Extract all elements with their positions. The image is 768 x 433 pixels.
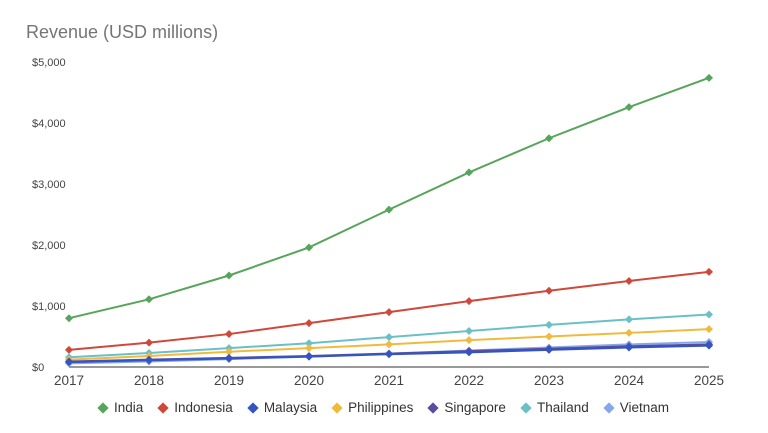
legend-item: Singapore	[427, 400, 506, 415]
legend-marker	[247, 401, 259, 414]
legend-marker	[331, 401, 343, 414]
x-tick-label: 2019	[214, 373, 244, 388]
legend-marker	[97, 401, 109, 414]
data-point	[65, 345, 73, 354]
legend-item: Vietnam	[603, 400, 670, 415]
data-point	[705, 73, 713, 82]
data-point	[625, 315, 633, 324]
data-point	[625, 103, 633, 112]
chart-title: Revenue (USD millions)	[26, 22, 219, 42]
data-point	[385, 340, 393, 349]
data-point	[65, 358, 73, 367]
legend: India Indonesia Malaysia Philippines Singapo…	[0, 400, 768, 415]
x-tick-label: 2025	[694, 373, 724, 388]
series-malaysia	[65, 341, 713, 367]
data-point	[625, 276, 633, 285]
data-point	[145, 295, 153, 304]
data-point	[545, 332, 553, 341]
legend-marker	[603, 401, 615, 414]
legend-item: Philippines	[331, 400, 414, 415]
data-point	[705, 325, 713, 334]
legend-item: Thailand	[520, 400, 589, 415]
x-tick-label: 2020	[294, 373, 324, 388]
data-point	[465, 348, 473, 357]
data-point	[225, 330, 233, 339]
legend-label: Thailand	[536, 400, 589, 415]
x-tick-label: 2021	[374, 373, 404, 388]
x-tick-label: 2024	[614, 373, 645, 388]
data-point	[545, 134, 553, 143]
legend-marker	[427, 401, 440, 414]
legend-label: Malaysia	[263, 400, 318, 415]
data-point	[705, 310, 713, 319]
x-tick-label: 2017	[54, 373, 84, 388]
legend-item: India	[97, 400, 144, 415]
data-point	[385, 333, 393, 342]
axes: $0 $1,000 $2,000 $3,000 $4,000 $5,000 2017 2018…	[32, 57, 724, 388]
data-point	[705, 267, 713, 276]
legend-label: India	[113, 400, 144, 415]
data-point	[305, 319, 313, 328]
series-indonesia	[65, 267, 713, 354]
data-point	[305, 243, 313, 252]
data-point	[225, 347, 233, 356]
data-point	[465, 297, 473, 306]
data-point	[385, 308, 393, 317]
data-point	[225, 354, 233, 363]
legend-label: Indonesia	[174, 400, 233, 415]
data-point	[305, 344, 313, 353]
legend-label: Vietnam	[619, 400, 670, 415]
data-point	[465, 168, 473, 177]
data-point	[465, 327, 473, 336]
legend-label: Singapore	[444, 400, 506, 415]
data-point	[385, 205, 393, 214]
data-point	[225, 271, 233, 280]
data-point	[465, 336, 473, 345]
data-point	[145, 338, 153, 347]
legend-label: Philippines	[348, 400, 414, 415]
series-layer	[65, 73, 713, 368]
data-point	[625, 343, 633, 352]
x-tick-label: 2018	[134, 373, 164, 388]
data-point	[305, 352, 313, 361]
data-point	[305, 339, 313, 348]
data-point	[385, 350, 393, 359]
x-tick-label: 2022	[454, 373, 484, 388]
y-tick-label: $0	[32, 362, 44, 374]
legend-marker	[520, 401, 532, 414]
y-tick-label: $2,000	[32, 240, 66, 252]
data-point	[625, 328, 633, 337]
legend-marker	[157, 401, 169, 414]
legend-item: Malaysia	[247, 400, 318, 415]
data-point	[65, 314, 73, 323]
y-tick-label: $5,000	[32, 57, 66, 69]
y-tick-label: $4,000	[32, 118, 66, 130]
data-point	[545, 286, 553, 295]
y-tick-label: $1,000	[32, 301, 66, 313]
data-point	[545, 345, 553, 354]
legend-item: Indonesia	[157, 400, 233, 415]
y-tick-label: $3,000	[32, 179, 66, 191]
x-tick-label: 2023	[534, 373, 564, 388]
data-point	[545, 320, 553, 329]
data-point	[705, 341, 713, 350]
series-india	[65, 73, 713, 323]
data-point	[145, 356, 153, 365]
